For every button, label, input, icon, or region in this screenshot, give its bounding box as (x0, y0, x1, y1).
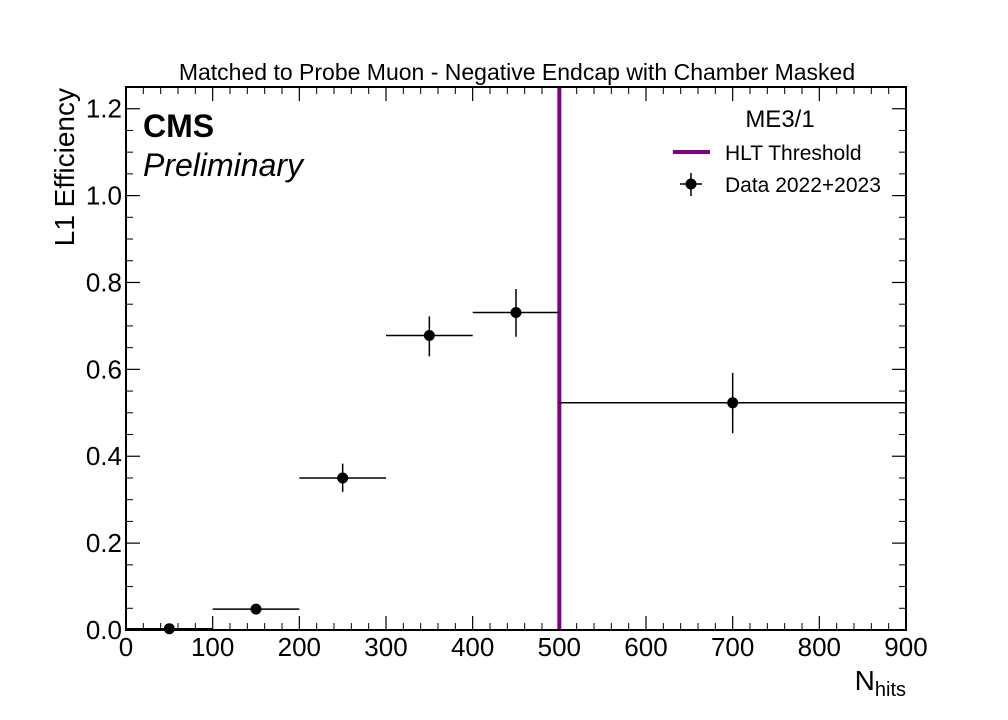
y-axis-label: L1 Efficiency (49, 88, 80, 246)
y-tick-label: 0.6 (86, 354, 122, 384)
data-point (163, 623, 175, 635)
legend-title: ME3/1 (745, 106, 814, 133)
x-axis-label: Nhits (855, 665, 906, 701)
legend: ME3/1 HLT Threshold Data 2022+2023 (673, 106, 881, 197)
data-point (510, 306, 522, 318)
data-point (337, 472, 349, 484)
plot-frame (125, 86, 907, 631)
cms-label: CMS (143, 108, 214, 144)
data-point (727, 397, 739, 409)
y-tick-label: 1.2 (86, 94, 122, 124)
data-point (423, 329, 435, 341)
x-axis-label-main: N (855, 665, 875, 696)
data-points (126, 288, 906, 635)
y-tick-label: 1.0 (86, 181, 122, 211)
legend-data-label: Data 2022+2023 (725, 174, 881, 197)
x-tick-label: 600 (624, 632, 667, 662)
x-tick-label: 500 (538, 632, 581, 662)
y-tick-label: 0.0 (86, 615, 122, 645)
x-tick-label: 800 (798, 632, 841, 662)
y-tick-label: 0.4 (86, 441, 122, 471)
x-tick-label: 0 (119, 632, 133, 662)
y-tick-label: 0.2 (86, 528, 122, 558)
x-tick-label: 700 (711, 632, 754, 662)
data-point (250, 603, 262, 615)
chart-title: Matched to Probe Muon - Negative Endcap … (179, 59, 855, 85)
x-tick-label: 400 (451, 632, 494, 662)
x-tick-label: 300 (364, 632, 407, 662)
legend-data-marker (685, 178, 697, 190)
legend-threshold-label: HLT Threshold (725, 142, 862, 165)
x-tick-label: 900 (884, 632, 927, 662)
x-axis-label-sub: hits (875, 679, 906, 701)
tick-labels: 0 100 200 300 400 500 600 700 800 900 0.0 0.2 0.4 0.6… (86, 94, 928, 662)
y-tick-label: 0.8 (86, 267, 122, 297)
x-tick-label: 100 (191, 632, 234, 662)
preliminary-label: Preliminary (143, 147, 305, 183)
x-tick-label: 200 (278, 632, 321, 662)
